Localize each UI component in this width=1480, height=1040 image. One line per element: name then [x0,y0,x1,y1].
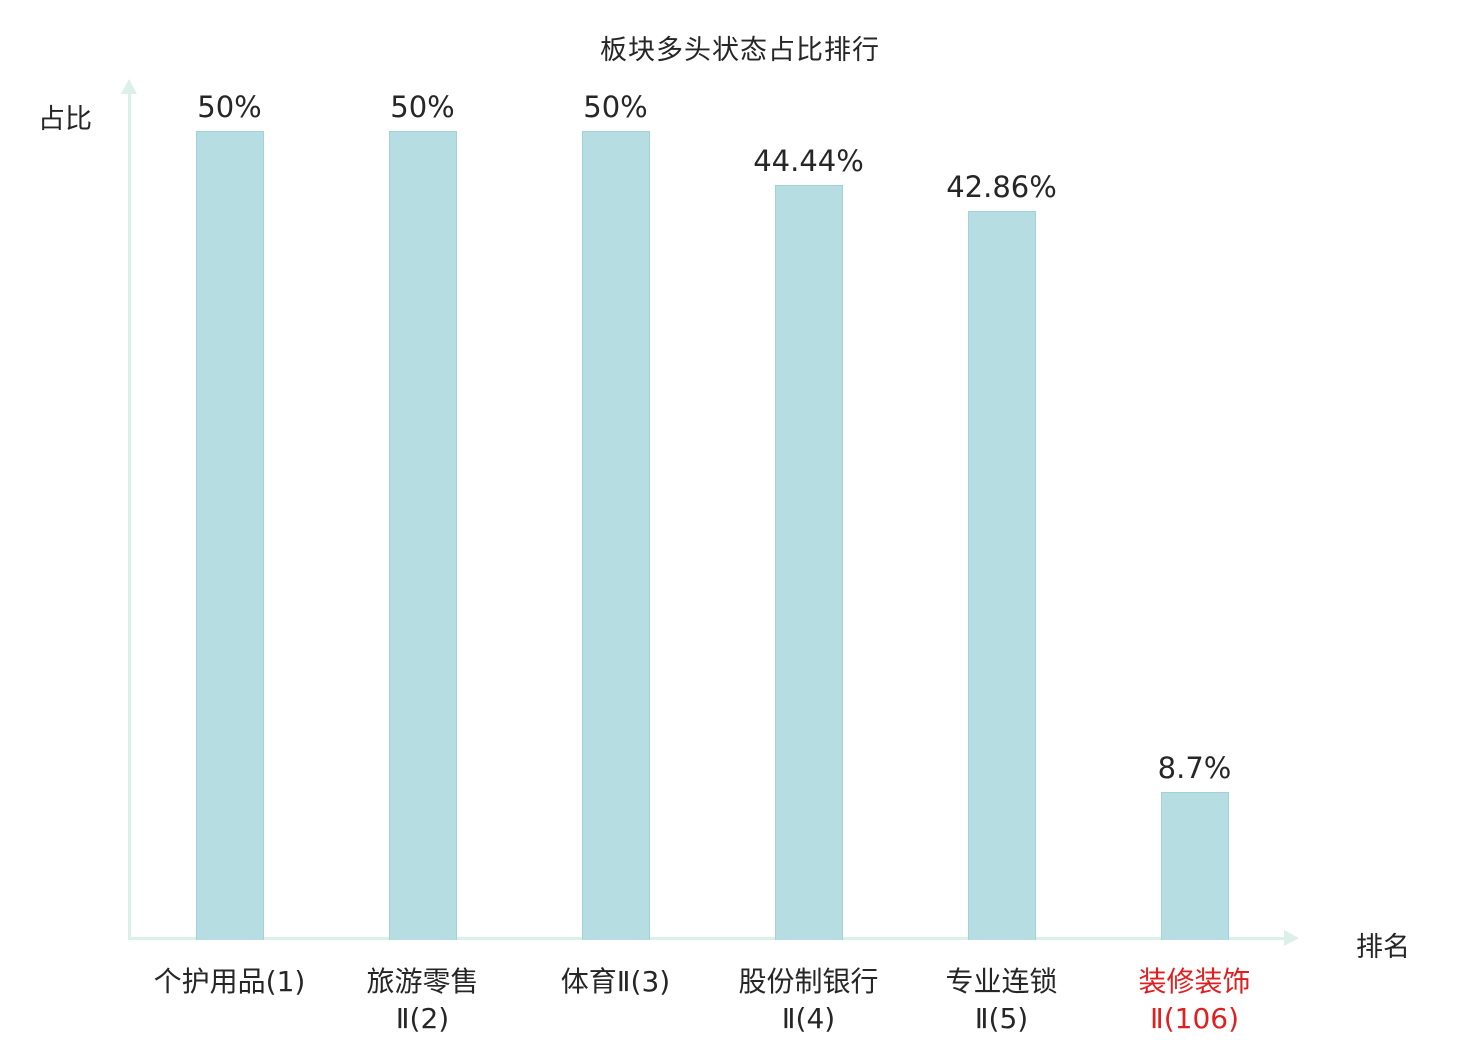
plot-area: 50% 50% 50% 44.44% 42.86% 8.7% [133,90,1291,940]
bar [388,131,457,940]
x-axis-label: 排名 [1356,932,1410,963]
bar-value-label: 8.7% [1157,751,1232,786]
x-axis-line [128,937,1286,940]
bar [774,184,843,940]
bar-value-label: 50% [197,90,262,124]
bar-slot: 8.7% [1098,90,1291,940]
chart-title: 板块多头状态占比排行 [600,35,880,66]
y-axis-line [128,92,131,940]
bar [1160,792,1229,940]
bar [581,131,650,940]
bar [195,131,264,940]
bar-slot: 50% [519,90,712,940]
category-label: 个护用品(1) [153,965,306,998]
bar-value-label: 44.44% [753,143,864,178]
category-label: 专业连锁 Ⅱ(5) [945,965,1058,1035]
bar-value-label: 50% [583,90,648,124]
category-label: 股份制银行 Ⅱ(4) [738,965,879,1035]
bar-slot: 44.44% [712,90,905,940]
bar-value-label: 50% [390,90,455,124]
category-label: 旅游零售 Ⅱ(2) [366,965,479,1035]
y-axis-arrow-icon [121,79,137,94]
y-axis-label: 占比 [38,104,92,135]
category-labels-row: 个护用品(1) 旅游零售 Ⅱ(2) 体育Ⅱ(3) 股份制银行 Ⅱ(4) 专业连锁 Ⅱ(5… [133,964,1291,1038]
bar-slot: 50% [133,90,326,940]
bar [967,211,1036,940]
bar-value-label: 42.86% [946,170,1057,205]
bar-slot: 50% [326,90,519,940]
category-label: 体育Ⅱ(3) [560,965,671,998]
x-axis-arrow-icon [1284,930,1299,946]
bar-slot: 42.86% [905,90,1098,940]
category-label: 装修装饰 Ⅱ(106) [1138,965,1251,1035]
